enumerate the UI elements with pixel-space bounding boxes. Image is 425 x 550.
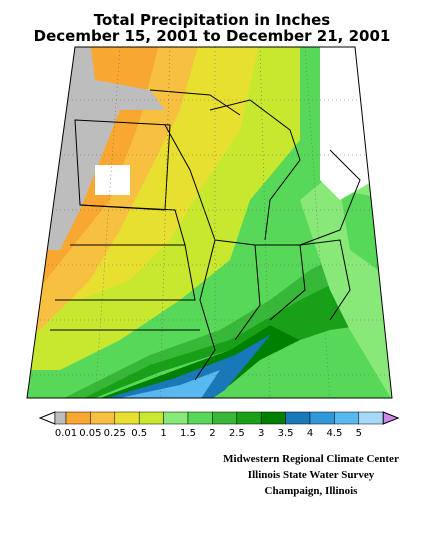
legend-high — [382, 411, 400, 425]
credit: Illinois State Water Survey — [248, 469, 375, 481]
legend-label: 5 — [356, 428, 362, 439]
legend-swatch — [163, 411, 189, 425]
legend-label: 0.01 — [55, 428, 77, 439]
legend-swatch — [138, 411, 164, 425]
legend-label: 3 — [258, 428, 264, 439]
legend-swatch — [236, 411, 262, 425]
legend-swatch — [358, 411, 384, 425]
map-frame — [26, 46, 393, 399]
credit: Midwestern Regional Climate Center — [223, 453, 399, 465]
map — [27, 47, 392, 398]
title-line: December 15, 2001 to December 21, 2001 — [34, 27, 391, 45]
legend-label: 4.5 — [326, 428, 342, 439]
legend-swatch — [334, 411, 360, 425]
credit: Champaign, Illinois — [265, 485, 359, 497]
legend-swatch — [309, 411, 335, 425]
legend-swatch — [114, 411, 140, 425]
legend-label: 0.25 — [104, 428, 126, 439]
title-line: Total Precipitation in Inches — [94, 11, 331, 29]
legend-swatch — [65, 411, 91, 425]
legend-label: 4 — [307, 428, 313, 439]
legend-swatch — [260, 411, 286, 425]
legend-label: 0.5 — [131, 428, 147, 439]
legend: 0.01 0.05 0.25 0.5 1 1.5 2 2.5 3 3.5 4 4.5 5 — [38, 411, 400, 439]
legend-label: 3.5 — [278, 428, 294, 439]
legend-label: 1.5 — [180, 428, 196, 439]
legend-label: 0.05 — [79, 428, 101, 439]
legend-swatch — [187, 411, 213, 425]
legend-swatch — [212, 411, 238, 425]
legend-swatch — [54, 411, 67, 425]
legend-label: 2.5 — [229, 428, 245, 439]
legend-label: 2 — [209, 428, 215, 439]
legend-swatch — [285, 411, 311, 425]
legend-low — [38, 411, 56, 425]
legend-swatch — [90, 411, 116, 425]
legend-label: 1 — [160, 428, 166, 439]
